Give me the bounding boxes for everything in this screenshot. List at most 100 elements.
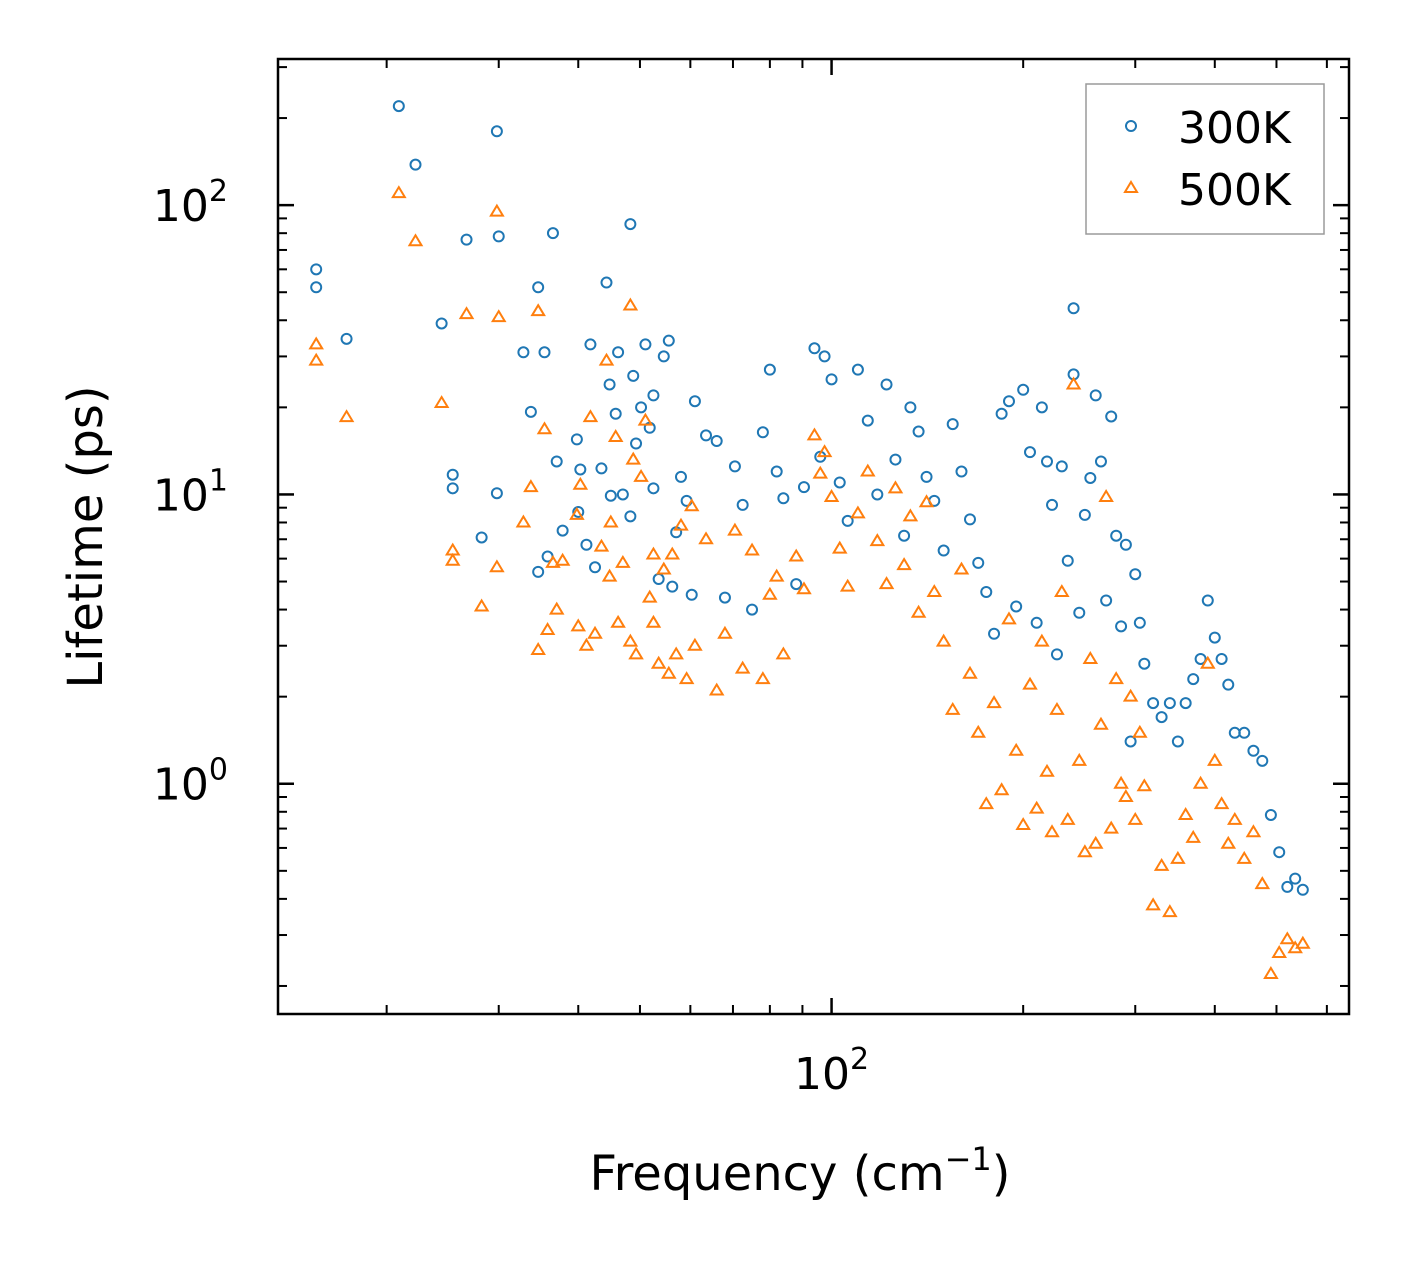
point-500k-19 <box>545 554 561 568</box>
plot-frame <box>276 57 1351 1016</box>
point-300k-46 <box>662 334 675 347</box>
point-500k-107 <box>1103 820 1119 834</box>
point-500k-85 <box>970 724 987 738</box>
x-axis-label: Frequency (cm−1) <box>589 1140 1010 1202</box>
point-300k-91 <box>1017 383 1030 396</box>
point-500k-7 <box>444 542 461 556</box>
point-300k-73 <box>871 488 884 501</box>
point-500k-127 <box>1236 850 1253 864</box>
point-300k-21 <box>556 524 569 537</box>
point-500k-100 <box>1065 376 1082 390</box>
point-300k-100 <box>1067 302 1080 315</box>
point-300k-97 <box>1050 648 1063 661</box>
point-300k-128 <box>1238 726 1251 739</box>
y-tick-label-base-2: 10 <box>153 181 209 232</box>
point-300k-54 <box>710 435 723 448</box>
point-500k-42 <box>645 546 662 560</box>
point-300k-30 <box>603 378 616 391</box>
point-500k-96 <box>1044 824 1060 838</box>
point-300k-58 <box>746 603 759 616</box>
point-500k-46 <box>661 665 677 679</box>
point-500k-95 <box>1039 763 1055 777</box>
point-500k-82 <box>944 701 961 715</box>
point-500k-125 <box>1220 835 1237 849</box>
point-300k-57 <box>736 498 749 511</box>
point-300k-108 <box>1105 410 1118 423</box>
point-300k-63 <box>790 578 803 591</box>
point-500k-18 <box>539 622 556 635</box>
point-500k-57 <box>734 660 751 674</box>
point-300k-12 <box>492 230 505 243</box>
point-300k-55 <box>718 591 731 604</box>
point-300k-76 <box>898 529 911 542</box>
point-300k-118 <box>1163 697 1176 710</box>
point-300k-28 <box>595 462 608 475</box>
point-500k-94 <box>1034 633 1050 647</box>
point-300k-92 <box>1024 446 1037 459</box>
point-500k-11 <box>489 559 505 573</box>
point-500k-70 <box>839 578 856 592</box>
point-500k-16 <box>530 642 546 655</box>
point-300k-13 <box>517 346 530 359</box>
point-300k-119 <box>1171 735 1184 748</box>
point-500k-36 <box>622 633 639 647</box>
point-300k-11 <box>490 487 503 500</box>
point-300k-79 <box>920 470 933 483</box>
point-500k-79 <box>918 494 935 508</box>
point-300k-90 <box>1010 600 1023 613</box>
point-500k-131 <box>1271 945 1287 958</box>
point-500k-49 <box>673 517 689 531</box>
point-300k-64 <box>797 481 810 494</box>
point-300k-67 <box>818 350 831 363</box>
point-500k-61 <box>768 568 785 582</box>
point-500k-1 <box>308 352 324 366</box>
point-500k-0 <box>308 336 324 350</box>
point-500k-74 <box>878 576 895 590</box>
point-300k-45 <box>657 350 670 363</box>
point-500k-47 <box>664 546 681 560</box>
point-500k-69 <box>831 540 848 554</box>
point-500k-14 <box>523 479 539 493</box>
point-500k-72 <box>860 463 876 477</box>
point-500k-8 <box>458 306 475 320</box>
point-300k-27 <box>589 561 602 574</box>
point-500k-129 <box>1254 876 1271 890</box>
x-tick-label-0: 102 <box>794 1042 869 1100</box>
point-500k-106 <box>1098 489 1114 502</box>
point-500k-6 <box>444 552 461 566</box>
point-500k-116 <box>1153 857 1170 871</box>
x-axis-label-suffix: ) <box>992 1146 1011 1202</box>
legend-box <box>1085 83 1325 235</box>
y-tick-label-base-1: 10 <box>153 470 209 521</box>
y-tick-label-0: 100 <box>153 753 228 811</box>
point-500k-12 <box>490 309 507 323</box>
point-300k-71 <box>851 363 864 376</box>
y-tick-label-exponent-2: 2 <box>209 174 228 209</box>
point-300k-96 <box>1046 498 1059 511</box>
point-500k-121 <box>1192 775 1209 789</box>
point-300k-16 <box>532 565 545 578</box>
point-300k-94 <box>1035 401 1048 414</box>
point-300k-74 <box>880 378 893 391</box>
point-300k-7 <box>446 468 459 481</box>
point-300k-61 <box>770 465 783 478</box>
point-300k-23 <box>572 505 585 518</box>
point-500k-114 <box>1136 778 1153 792</box>
point-500k-23 <box>570 618 587 632</box>
point-500k-87 <box>986 695 1002 709</box>
data-points-layer <box>308 100 1311 979</box>
point-500k-124 <box>1213 796 1230 810</box>
point-300k-131 <box>1264 808 1277 821</box>
point-300k-132 <box>1273 846 1286 859</box>
y-tick-label-2: 102 <box>153 174 228 232</box>
legend-500k-label: 500K <box>1178 165 1292 216</box>
point-500k-10 <box>489 203 505 217</box>
point-300k-105 <box>1089 389 1102 402</box>
point-300k-112 <box>1124 735 1137 748</box>
point-300k-103 <box>1078 508 1091 521</box>
y-axis-label: Lifetime (ps) <box>58 385 114 688</box>
point-300k-109 <box>1110 529 1123 542</box>
legend: 300K 500K <box>1085 83 1325 235</box>
point-300k-24 <box>574 463 587 476</box>
